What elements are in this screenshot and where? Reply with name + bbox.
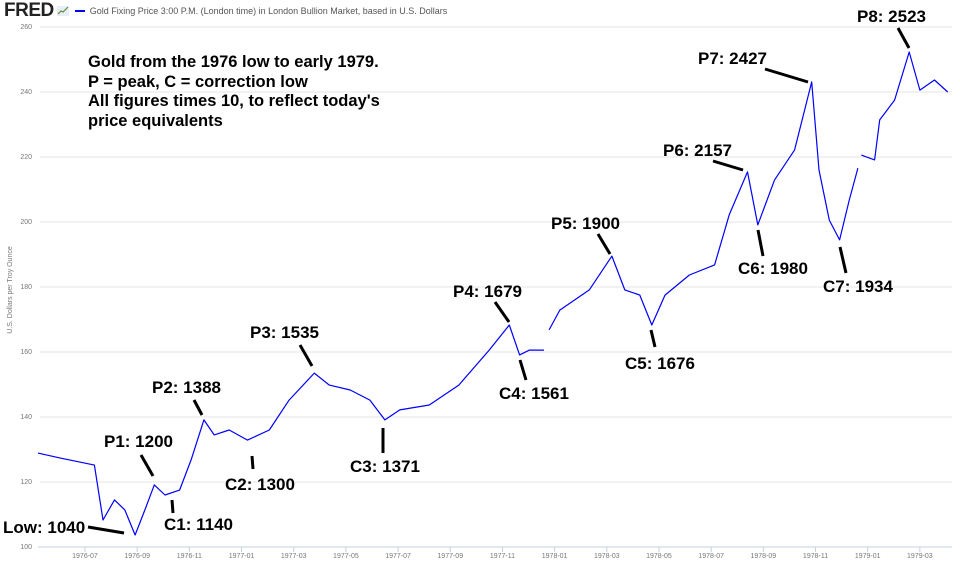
annotation-p4: P4: 1679 [453, 282, 522, 301]
note-line: P = peak, C = correction low [88, 72, 308, 91]
fred-logo: FRED [4, 0, 54, 21]
y-tick-label: 120 [20, 479, 32, 486]
annotation-p3: P3: 1535 [250, 323, 319, 342]
annotation-p7: P7: 2427 [698, 49, 767, 68]
x-tick-label: 1978-05 [646, 553, 672, 560]
pointer-c4 [518, 359, 528, 381]
y-tick-label: 260 [20, 24, 32, 31]
pointer-p2 [192, 399, 204, 416]
annotation-pointers [87, 27, 911, 535]
legend-label: Gold Fixing Price 3:00 P.M. (London time… [89, 6, 448, 16]
x-tick-label: 1978-07 [698, 553, 724, 560]
x-tick-label: 1977-09 [437, 553, 463, 560]
pointer-low [87, 525, 125, 535]
annotation-p6: P6: 2157 [663, 141, 732, 160]
annotation-c3: C3: 1371 [350, 457, 420, 476]
y-axis: 100 120 140 160 180 200 220 240 260 [20, 24, 32, 551]
x-tick-label: 1977-01 [229, 553, 255, 560]
note-line: Gold from the 1976 low to early 1979. [88, 53, 379, 71]
series-line-segment [548, 81, 859, 331]
pointer-p8 [896, 27, 911, 49]
chart-header: FRED Gold Fixing Price 3:00 P.M. (London… [4, 0, 448, 21]
x-tick-label: 1976-11 [177, 553, 202, 560]
annotation-c2: C2: 1300 [225, 475, 295, 494]
x-axis: 1976-07 1976-09 1976-11 1977-01 1977-03 1977-… [72, 547, 933, 560]
pointer-p1 [139, 454, 155, 477]
x-tick-label: 1979-03 [907, 553, 933, 560]
pointer-p6 [712, 159, 744, 172]
series-gold [37, 51, 949, 536]
annotation-c5: C5: 1676 [625, 354, 695, 373]
x-tick-label: 1977-03 [281, 553, 307, 560]
x-tick-label: 1978-03 [594, 553, 620, 560]
annotation-c7: C7: 1934 [823, 277, 893, 296]
pointer-c2 [250, 455, 255, 470]
series-line-segment [861, 51, 949, 161]
y-tick-label: 180 [20, 284, 32, 291]
x-tick-label: 1976-09 [124, 553, 150, 560]
annotation-c6: C6: 1980 [738, 259, 808, 278]
series-line-segment [37, 324, 544, 536]
pointer-p3 [298, 344, 314, 367]
pointer-c5 [649, 329, 657, 348]
gridlines [40, 26, 952, 483]
x-tick-label: 1979-01 [855, 553, 881, 560]
y-tick-label: 240 [20, 89, 32, 96]
x-tick-label: 1978-01 [542, 553, 568, 560]
annotation-p2: P2: 1388 [152, 378, 221, 397]
x-tick-label: 1977-11 [490, 553, 515, 560]
y-tick-label: 100 [20, 544, 32, 551]
x-tick-label: 1978-11 [803, 553, 828, 560]
x-tick-label: 1978-09 [750, 553, 776, 560]
pointer-p4 [493, 301, 511, 323]
annotation-p5: P5: 1900 [551, 214, 620, 233]
note-line: price equivalents [88, 111, 223, 130]
annotation-p1: P1: 1200 [104, 432, 173, 451]
pointer-p7 [764, 67, 809, 84]
pointer-c7 [838, 246, 848, 274]
line-chart-icon [56, 6, 69, 16]
annotation-c4: C4: 1561 [499, 384, 569, 403]
y-tick-label: 200 [20, 219, 32, 226]
pointer-p5 [596, 233, 612, 255]
annotation-low: Low: 1040 [3, 518, 86, 537]
note-line: All figures times 10, to reflect today's [88, 92, 380, 110]
pointer-c6 [756, 229, 765, 257]
legend-swatch [74, 10, 85, 12]
y-axis-label: U.S. Dollars per Troy Ounce [7, 246, 14, 334]
x-tick-label: 1977-07 [385, 553, 411, 560]
y-tick-label: 140 [20, 414, 32, 421]
chart-note: Gold from the 1976 low to early 1979. P … [88, 53, 380, 131]
y-tick-label: 220 [20, 154, 32, 161]
x-tick-label: 1977-05 [333, 553, 359, 560]
x-tick-label: 1976-07 [72, 553, 98, 560]
annotation-c1: C1: 1140 [164, 515, 233, 534]
annotation-p8: P8: 2523 [857, 7, 926, 26]
y-tick-label: 160 [20, 349, 32, 356]
pointer-c1 [170, 499, 175, 514]
